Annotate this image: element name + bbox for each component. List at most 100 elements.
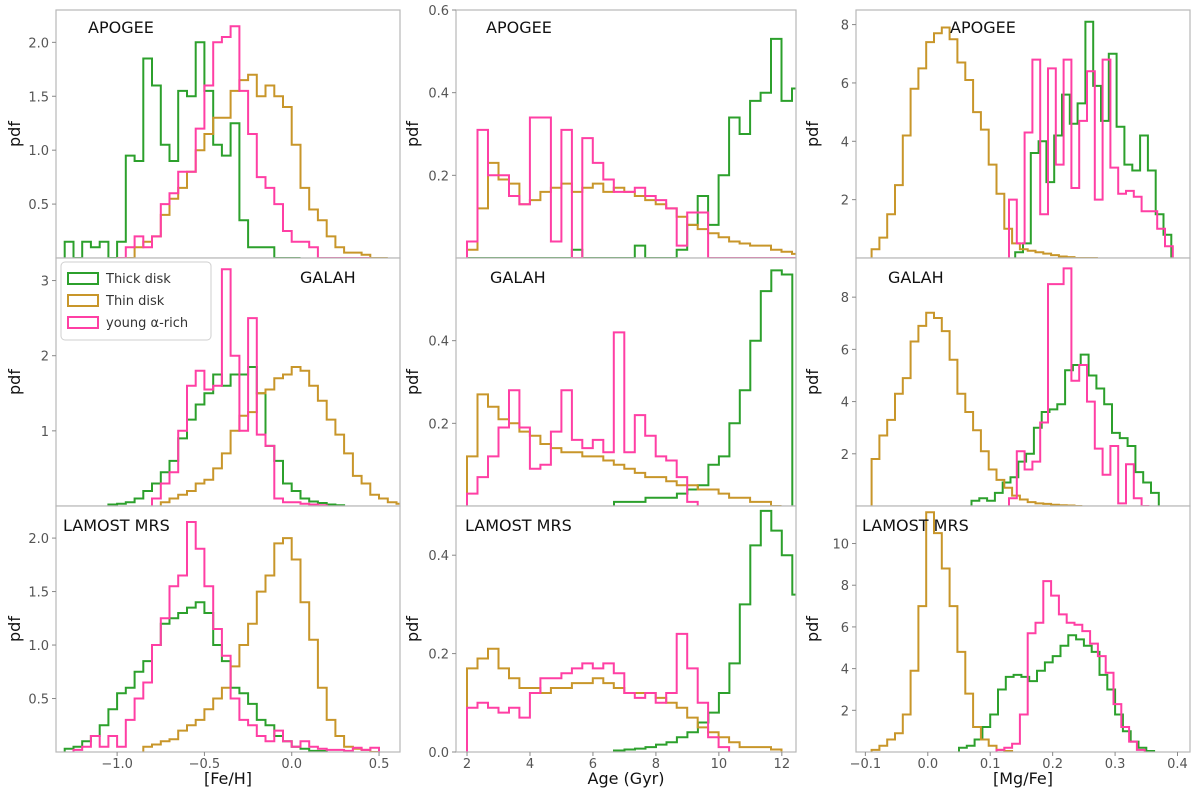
histogram-group: [63, 521, 380, 752]
y-tick-label: 8: [841, 291, 849, 306]
histogram-group: [63, 25, 388, 258]
x-axis-label: [Fe/H]: [204, 769, 252, 788]
panel-r1c1: 0.2 0.4 pdf GALAH: [403, 257, 797, 507]
y-tick-label: 8: [841, 19, 849, 34]
histogram-group: [870, 20, 1174, 258]
panel-grid: 0.51.01.52.0pdfAPOGEE0.20.40.6pdfAPOGEE2…: [5, 4, 1191, 788]
y-tick-label: 1.5: [28, 586, 49, 601]
panel-r0c2: 2 4 6 8 pdf APOGEE: [803, 9, 1191, 259]
histogram-young: [466, 632, 731, 752]
y-axis-label: pdf: [403, 616, 422, 642]
histogram-group: [466, 269, 794, 506]
x-tick-label: 12: [774, 757, 791, 772]
y-tick-label: 1.0: [28, 144, 49, 159]
x-tick-label: 4: [526, 757, 534, 772]
axes-frame: [855, 505, 1191, 753]
x-tick-label: 0.4: [1167, 757, 1188, 772]
histogram-thin: [159, 366, 400, 506]
y-tick-label: 0.2: [428, 648, 449, 663]
legend-entry-thick: Thick disk: [67, 272, 171, 287]
x-tick-label: 6: [589, 757, 597, 772]
panel-background: [856, 506, 1190, 752]
x-tick-label: 0.5: [369, 757, 390, 772]
histogram-group: [870, 511, 1156, 752]
histogram-thick: [1014, 20, 1173, 258]
histogram-young: [72, 521, 380, 752]
y-axis-label: pdf: [803, 369, 822, 395]
legend: Thick disk Thin disk young α-rich: [60, 261, 212, 341]
histogram-thick: [467, 37, 796, 258]
histogram-young: [1008, 58, 1174, 258]
y-tick-label: 2.0: [28, 36, 49, 51]
y-axis-label: pdf: [403, 369, 422, 395]
panel-background: [456, 258, 796, 506]
histogram-young: [466, 331, 699, 506]
histogram-group: [107, 268, 400, 506]
survey-label: APOGEE: [950, 18, 1016, 37]
y-axis-label: pdf: [403, 121, 422, 147]
y-tick-label: 6: [841, 77, 849, 92]
x-tick-label: −0.1: [850, 757, 882, 772]
survey-label: GALAH: [888, 268, 944, 287]
survey-label: LAMOST MRS: [465, 516, 572, 535]
panel-background: [456, 506, 796, 752]
histogram-young: [151, 268, 328, 506]
histogram-thin: [870, 511, 1014, 752]
x-tick-label: 8: [652, 757, 660, 772]
panel-r1c2: 2 4 6 8 pdf GALAH: [803, 257, 1191, 507]
histogram-thick: [958, 634, 1156, 752]
survey-label: GALAH: [300, 268, 356, 287]
panel-r2c0: 0.5 1.0 1.5 2.0 −1.0 −0.5 0.0 0.5 [Fe/H] pdf LAMOS…: [5, 505, 401, 788]
x-tick-label: 0.0: [917, 757, 938, 772]
y-axis-label: pdf: [5, 369, 24, 395]
legend-swatch-thick: [67, 272, 99, 285]
legend-swatch-young: [67, 316, 99, 329]
y-tick-label: 6: [841, 621, 849, 636]
panel-r0c1: 0.2 0.4 0.6 pdf APOGEE: [403, 4, 797, 259]
histogram-young: [466, 116, 796, 258]
histogram-thin: [870, 26, 1098, 258]
y-tick-label: 1.0: [28, 639, 49, 654]
histogram-thin: [870, 311, 1083, 506]
x-tick-label: 2: [463, 757, 471, 772]
y-tick-label: 8: [841, 579, 849, 594]
y-tick-label: 0.4: [428, 87, 449, 102]
histogram-thick: [63, 41, 301, 258]
x-axis-label: Age (Gyr): [588, 769, 665, 788]
y-tick-label: 0.2: [428, 169, 449, 184]
y-tick-label: 0.5: [28, 198, 49, 213]
y-tick-label: 0.6: [428, 4, 449, 19]
y-tick-label: 2: [841, 194, 849, 209]
x-tick-label: 0.3: [1105, 757, 1126, 772]
y-tick-label: 1.5: [28, 90, 49, 105]
legend-label-young: young α-rich: [106, 316, 188, 331]
y-tick-label: 3: [41, 275, 49, 290]
x-tick-label: −1.0: [101, 757, 133, 772]
y-tick-label: 4: [841, 396, 849, 411]
survey-label: GALAH: [490, 268, 546, 287]
y-tick-label: 2.0: [28, 532, 49, 547]
histogram-group: [870, 267, 1160, 506]
panel-background: [856, 258, 1190, 506]
x-tick-label: 10: [711, 757, 728, 772]
histogram-young: [995, 580, 1146, 752]
y-tick-label: 1: [41, 425, 49, 440]
y-tick-label: 2: [41, 350, 49, 365]
y-tick-label: 0.2: [428, 417, 449, 432]
axes-frame: [455, 505, 797, 753]
histogram-group: [466, 37, 796, 258]
y-tick-label: 4: [841, 135, 849, 150]
histogram-group: [466, 509, 796, 752]
y-tick-label: 4: [841, 663, 849, 678]
histogram-young: [1008, 267, 1150, 506]
y-tick-label: 2: [841, 448, 849, 463]
y-axis-label: pdf: [5, 616, 24, 642]
panel-r2c1: 0.0 0.2 0.4 2 4 6 8 10 12 Age (Gyr) pdf LAMOST MRS: [403, 505, 797, 788]
y-axis-label: pdf: [803, 121, 822, 147]
axes-frame: [55, 505, 401, 753]
y-tick-label: 2: [841, 704, 849, 719]
panel-r2c2: 2 4 6 8 10 −0.1 0.0 0.1 0.2 0.3 0.4 [Mg/Fe] pdf LAMOS…: [803, 505, 1191, 788]
y-tick-label: 0.4: [428, 549, 449, 564]
legend-entry-thin: Thin disk: [67, 294, 165, 309]
histogram-thick: [613, 269, 794, 506]
